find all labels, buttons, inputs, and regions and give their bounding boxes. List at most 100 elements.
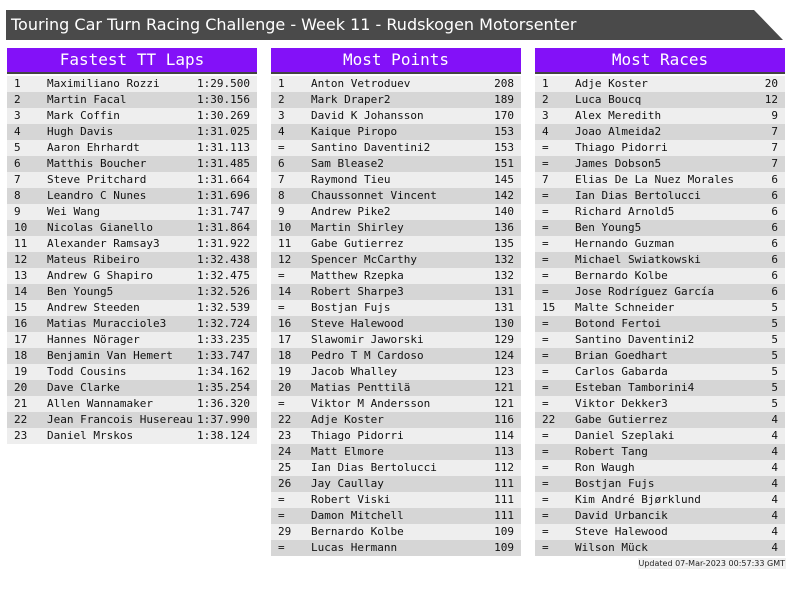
name: Daniel Mrskos: [47, 429, 134, 442]
rank: =: [542, 493, 549, 506]
name: Matias Penttilä: [311, 381, 411, 394]
value: 124: [494, 349, 514, 362]
value: 1:31.864: [197, 221, 250, 234]
table-row: 26 Jay Caullay 111: [271, 476, 521, 492]
name: Wei Wang: [47, 205, 100, 218]
rank: 4: [278, 125, 285, 138]
value: 6: [771, 237, 778, 250]
rank: =: [542, 221, 549, 234]
name: Allen Wannamaker: [47, 397, 153, 410]
rank: =: [542, 333, 549, 346]
table-row: 9 Andrew Pike2 140: [271, 204, 521, 220]
name: Ben Young5: [47, 285, 114, 298]
rank: 2: [542, 93, 549, 106]
name: Bernardo Kolbe: [311, 525, 404, 538]
name: Pedro T M Cardoso: [311, 349, 424, 362]
table-row: = Viktor M Andersson 121: [271, 396, 521, 412]
table-row: 2 Luca Boucq 12: [535, 92, 785, 108]
rank: =: [278, 301, 285, 314]
name: Martin Facal: [47, 93, 127, 106]
table-row: 12 Spencer McCarthy 132: [271, 252, 521, 268]
rank: 23: [14, 429, 28, 442]
value: 1:32.438: [197, 253, 250, 266]
value: 121: [494, 381, 514, 394]
rank: 26: [278, 477, 292, 490]
rank: =: [542, 477, 549, 490]
table-row: 16 Matias Muracciole3 1:32.724: [7, 316, 257, 332]
name: Hugh Davis: [47, 125, 114, 138]
table-row: = James Dobson5 7: [535, 156, 785, 172]
name: Jay Caullay: [311, 477, 384, 490]
value: 5: [771, 317, 778, 330]
value: 1:33.747: [197, 349, 250, 362]
rank: =: [542, 237, 549, 250]
value: 1:31.025: [197, 125, 250, 138]
rank: 15: [542, 301, 556, 314]
value: 7: [771, 125, 778, 138]
name: Matthew Rzepka: [311, 269, 404, 282]
value: 121: [494, 397, 514, 410]
name: Maximiliano Rozzi: [47, 77, 160, 90]
name: Carlos Gabarda: [575, 365, 668, 378]
table-row: = Bostjan Fujs 131: [271, 300, 521, 316]
value: 4: [771, 525, 778, 538]
table-row: 1 Adje Koster 20: [535, 76, 785, 92]
name: Ian Dias Bertolucci: [575, 189, 701, 202]
value: 189: [494, 93, 514, 106]
table-row: 17 Slawomir Jaworski 129: [271, 332, 521, 348]
table-row: = Michael Swiatkowski 6: [535, 252, 785, 268]
rank: 3: [14, 109, 21, 122]
table-row: 1 Maximiliano Rozzi 1:29.500: [7, 76, 257, 92]
value: 7: [771, 157, 778, 170]
table-row: 14 Ben Young5 1:32.526: [7, 284, 257, 300]
value: 111: [494, 477, 514, 490]
value: 12: [764, 93, 778, 106]
value: 1:31.113: [197, 141, 250, 154]
table-row: 19 Todd Cousins 1:34.162: [7, 364, 257, 380]
table-row: 4 Hugh Davis 1:31.025: [7, 124, 257, 140]
value: 1:33.235: [197, 333, 250, 346]
rank: 12: [14, 253, 28, 266]
rank: =: [542, 205, 549, 218]
table-row: = Ron Waugh 4: [535, 460, 785, 476]
value: 111: [494, 509, 514, 522]
name: Steve Pritchard: [47, 173, 147, 186]
table-row: = Thiago Pidorri 7: [535, 140, 785, 156]
value: 4: [771, 429, 778, 442]
fastest-tt-laps-table: Fastest TT Laps 1 Maximiliano Rozzi 1:29.5…: [7, 48, 257, 444]
value: 140: [494, 205, 514, 218]
name: Damon Mitchell: [311, 509, 404, 522]
table-row: 20 Dave Clarke 1:35.254: [7, 380, 257, 396]
rank: 22: [278, 413, 292, 426]
value: 131: [494, 301, 514, 314]
value: 7: [771, 141, 778, 154]
rank: 14: [14, 285, 28, 298]
rank: 1: [278, 77, 285, 90]
table-row: 3 David K Johansson 170: [271, 108, 521, 124]
rank: 7: [542, 173, 549, 186]
value: 6: [771, 173, 778, 186]
value: 1:36.320: [197, 397, 250, 410]
rank: 3: [542, 109, 549, 122]
table-header: Fastest TT Laps: [7, 48, 257, 74]
rank: 29: [278, 525, 292, 538]
table-row: 3 Mark Coffin 1:30.269: [7, 108, 257, 124]
table-row: 20 Matias Penttilä 121: [271, 380, 521, 396]
value: 4: [771, 413, 778, 426]
value: 109: [494, 541, 514, 554]
value: 1:32.475: [197, 269, 250, 282]
table-row: 18 Benjamin Van Hemert 1:33.747: [7, 348, 257, 364]
name: Richard Arnold5: [575, 205, 675, 218]
rank: =: [542, 269, 549, 282]
table-row: = Viktor Dekker3 5: [535, 396, 785, 412]
name: Santino Daventini2: [311, 141, 431, 154]
table-row: = Damon Mitchell 111: [271, 508, 521, 524]
rank: 6: [14, 157, 21, 170]
value: 136: [494, 221, 514, 234]
name: Sam Blease2: [311, 157, 384, 170]
value: 129: [494, 333, 514, 346]
table-row: = Brian Goedhart 5: [535, 348, 785, 364]
name: Andrew G Shapiro: [47, 269, 153, 282]
table-row: = Robert Tang 4: [535, 444, 785, 460]
name: Andrew Steeden: [47, 301, 140, 314]
